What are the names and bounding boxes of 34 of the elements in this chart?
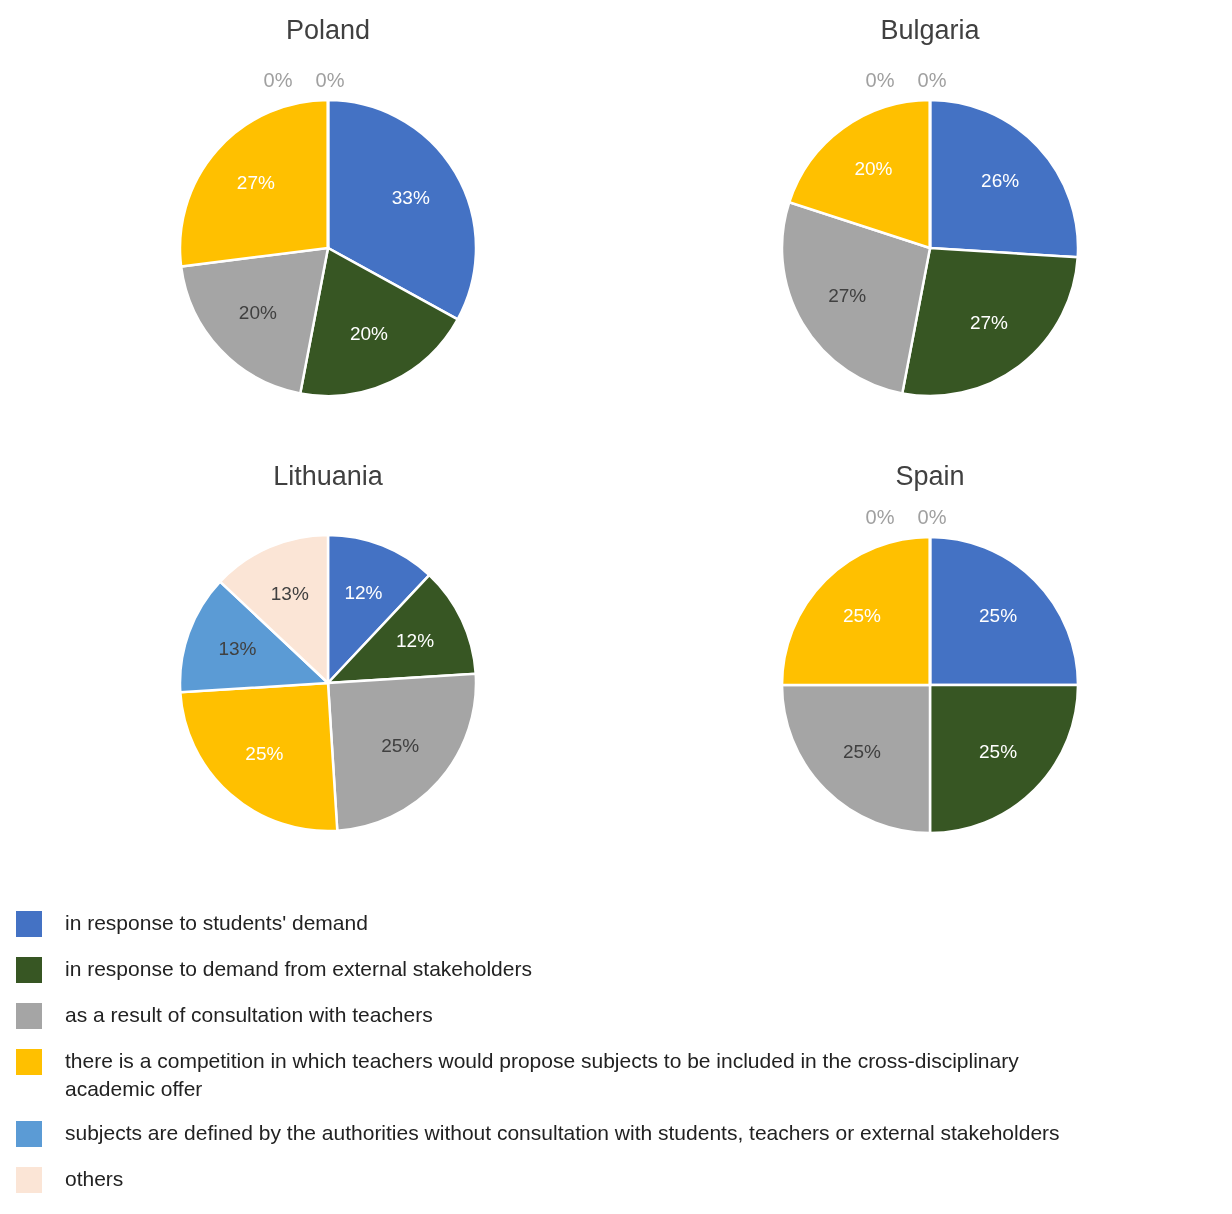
legend-label: in response to demand from external stakeholders <box>65 956 532 980</box>
text: 0% <box>865 69 895 92</box>
data-label: 25% <box>245 743 284 765</box>
chart-title: Spain <box>895 461 965 492</box>
legend-label: there is a competition in which teachers would propose subjects to be included in the cross-disciplinary academic offer <box>65 1048 1020 1100</box>
data-label: 25% <box>842 604 882 626</box>
chart-title: Lithuania <box>273 461 384 492</box>
data-label: 25% <box>842 741 882 763</box>
text: 0% <box>917 506 947 529</box>
data-label: 33% <box>391 187 430 209</box>
data-label: 27% <box>969 312 1009 334</box>
chart-title: Bulgaria <box>880 15 981 46</box>
legend-label: as a result of consultation with teachers <box>65 1002 433 1026</box>
text: 0% <box>865 506 895 529</box>
data-label: 20% <box>238 301 277 323</box>
data-label: 25% <box>979 741 1018 763</box>
legend-label: in response to students' demand <box>65 910 368 934</box>
data-label: 26% <box>981 170 1020 192</box>
data-label: 12% <box>344 581 383 603</box>
legend-label: others <box>65 1166 124 1190</box>
text: 0% <box>315 69 345 92</box>
text: 0% <box>917 69 947 92</box>
data-label: 13% <box>270 582 309 604</box>
data-label: 25% <box>381 734 420 756</box>
chart-title: Poland <box>285 15 371 46</box>
text: 0% <box>263 69 293 92</box>
data-label: 20% <box>349 323 389 345</box>
data-label: 20% <box>854 158 893 180</box>
data-label: 25% <box>979 604 1018 626</box>
data-label: 13% <box>218 638 257 660</box>
data-label: 27% <box>236 172 275 194</box>
data-label: 27% <box>828 284 867 306</box>
legend-label: subjects are defined by the authorities without consultation with students, teachers or external stakeholders <box>65 1120 1060 1144</box>
data-label: 12% <box>396 630 435 652</box>
